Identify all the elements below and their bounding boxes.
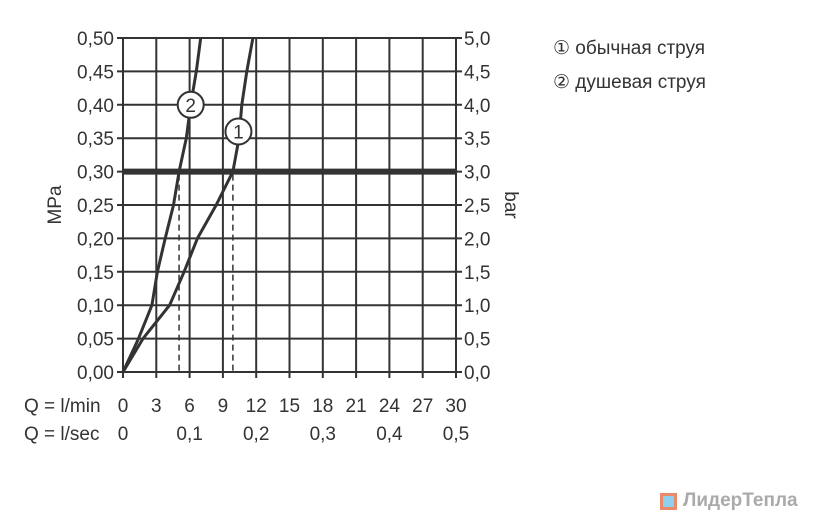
logo-icon [660,492,677,510]
y2-tick-label: 1,5 [464,263,490,284]
y2-tick-label: 4,0 [464,96,490,117]
legend-item-2: ② душевая струя [553,72,706,93]
x-tick-label: 6 [184,396,195,417]
watermark-text: ЛидерТепла [683,490,798,511]
y2-tick-label: 3,5 [464,129,490,150]
x-tick-label: 18 [312,396,333,417]
x-axis-label: Q = l/min [24,396,101,417]
x2-tick-label: 0,5 [443,424,469,445]
series-marker-2 [176,90,205,119]
x2-axis-label: Q = l/sec [24,424,100,445]
y2-tick-label: 2,0 [464,229,490,250]
x2-tick-label: 0,1 [176,424,202,445]
x2-tick-label: 0,2 [243,424,269,445]
y-tick-label: 0,35 [77,129,114,150]
x2-tick-label: 0 [118,424,129,445]
x-tick-label: 24 [379,396,401,417]
y-tick-label: 0,40 [77,96,114,117]
y2-tick-label: 0,5 [464,330,490,351]
x2-tick-label: 0,4 [376,424,403,445]
series-marker-label-2: 2 [185,96,196,117]
x-tick-label: 27 [412,396,433,417]
x-tick-label: 30 [445,396,466,417]
x-tick-label: 0 [118,396,129,417]
y2-axis-label: bar [500,191,521,219]
y2-tick-label: 0,0 [464,363,490,384]
series-marker-1 [224,117,253,146]
x-tick-label: 21 [346,396,367,417]
x-tick-label: 9 [218,396,229,417]
series-marker-label-1: 1 [233,123,244,144]
y2-tick-label: 5,0 [464,29,490,50]
x2-tick-label: 0,3 [310,424,336,445]
y-tick-label: 0,50 [77,29,114,50]
y-tick-label: 0,30 [77,163,114,184]
legend-item-1: ① обычная струя [553,38,706,59]
y-tick-label: 0,20 [77,229,114,250]
y-tick-label: 0,25 [77,196,114,217]
y-tick-label: 0,45 [77,62,114,83]
x-tick-label: 12 [246,396,267,417]
y-tick-label: 0,00 [77,363,114,384]
x-tick-label: 3 [151,396,162,417]
y-tick-label: 0,15 [77,263,114,284]
y2-tick-label: 1,0 [464,296,490,317]
series-line-1 [121,37,255,373]
y-tick-label: 0,05 [77,330,114,351]
y-axis-label: MPa [45,185,66,225]
y2-tick-label: 2,5 [464,196,490,217]
x-tick-label: 15 [279,396,300,417]
watermark-logo: ЛидерТепла [660,490,798,512]
y2-tick-label: 4,5 [464,62,490,83]
y2-tick-label: 3,0 [464,163,490,184]
y-tick-label: 0,10 [77,296,114,317]
